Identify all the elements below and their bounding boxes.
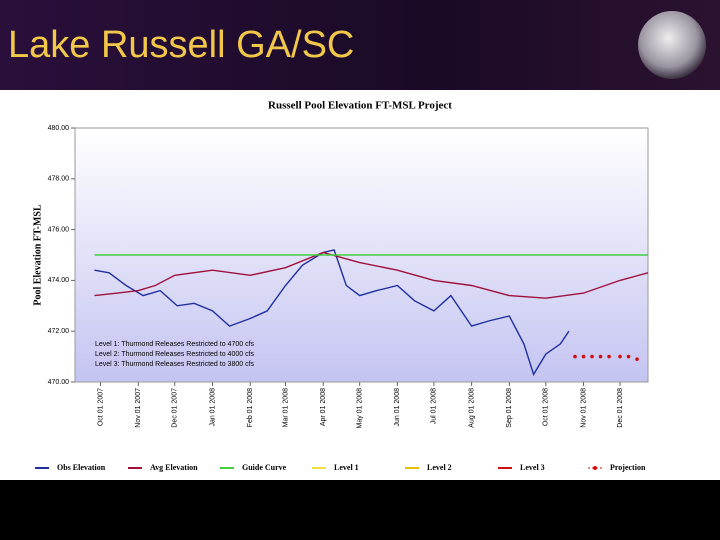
legend-swatch <box>593 466 597 470</box>
x-tick-label: Aug 01 2008 <box>468 388 475 428</box>
x-tick-label: Oct 01 2007 <box>97 388 104 426</box>
y-tick-label: 472.00 <box>48 328 70 335</box>
projection-dot <box>618 354 622 359</box>
x-tick-label: Mar 01 2008 <box>282 388 289 427</box>
y-tick-label: 480.00 <box>48 125 70 132</box>
x-tick-label: Apr 01 2008 <box>320 388 327 426</box>
projection-dot <box>598 354 603 359</box>
annotation: Level 2: Thurmond Releases Restricted to… <box>95 351 255 358</box>
projection-dot <box>626 354 631 359</box>
y-tick-label: 478.00 <box>48 176 70 183</box>
x-tick-label: Jan 01 2008 <box>209 388 216 427</box>
projection-dot <box>607 354 611 359</box>
y-tick-label: 476.00 <box>48 226 70 233</box>
moon <box>638 11 706 79</box>
legend-label: Guide Curve <box>242 463 287 472</box>
annotation: Level 1: Thurmond Releases Restricted to… <box>95 341 255 348</box>
projection-dot <box>590 354 594 359</box>
title-band <box>0 0 720 90</box>
x-tick-label: Dec 01 2007 <box>172 388 179 428</box>
legend-label: Level 3 <box>520 463 545 472</box>
legend-label: Level 1 <box>334 463 359 472</box>
projection-dot <box>635 357 639 361</box>
annotation: Level 3: Thurmond Releases Restricted to… <box>95 361 255 368</box>
series-line <box>94 251 649 299</box>
y-axis-label: Pool Elevation FT-MSL <box>32 204 43 306</box>
x-tick-label: Oct 01 2008 <box>543 388 550 426</box>
y-tick-label: 474.00 <box>48 277 70 284</box>
series-line <box>94 249 570 377</box>
x-tick-label: Sep 01 2008 <box>506 388 513 428</box>
y-tick-label: 470.00 <box>48 379 70 386</box>
x-tick-label: Nov 01 2007 <box>135 388 142 428</box>
x-tick-label: Jun 01 2008 <box>394 388 401 427</box>
x-tick-label: Nov 01 2008 <box>580 388 587 428</box>
x-tick-label: Dec 01 2008 <box>617 388 624 428</box>
chart-layer: 470.00 472.00 474.00 476.00 478.00 480.00 Oct … <box>35 125 649 472</box>
projection-dot <box>581 354 586 359</box>
legend-label: Level 2 <box>427 463 452 472</box>
x-tick-label: May 01 2008 <box>357 388 364 429</box>
legend-label: Obs Elevation <box>57 463 106 472</box>
legend-label: Projection <box>610 463 646 472</box>
legend-label: Avg Elevation <box>150 463 198 472</box>
projection-dot <box>573 354 577 359</box>
slide-title: Lake Russell GA/SC <box>8 24 354 66</box>
x-tick-label: Jul 01 2008 <box>431 388 438 424</box>
x-tick-label: Feb 01 2008 <box>247 388 254 427</box>
chart-title: Russell Pool Elevation FT-MSL Project <box>268 100 452 112</box>
